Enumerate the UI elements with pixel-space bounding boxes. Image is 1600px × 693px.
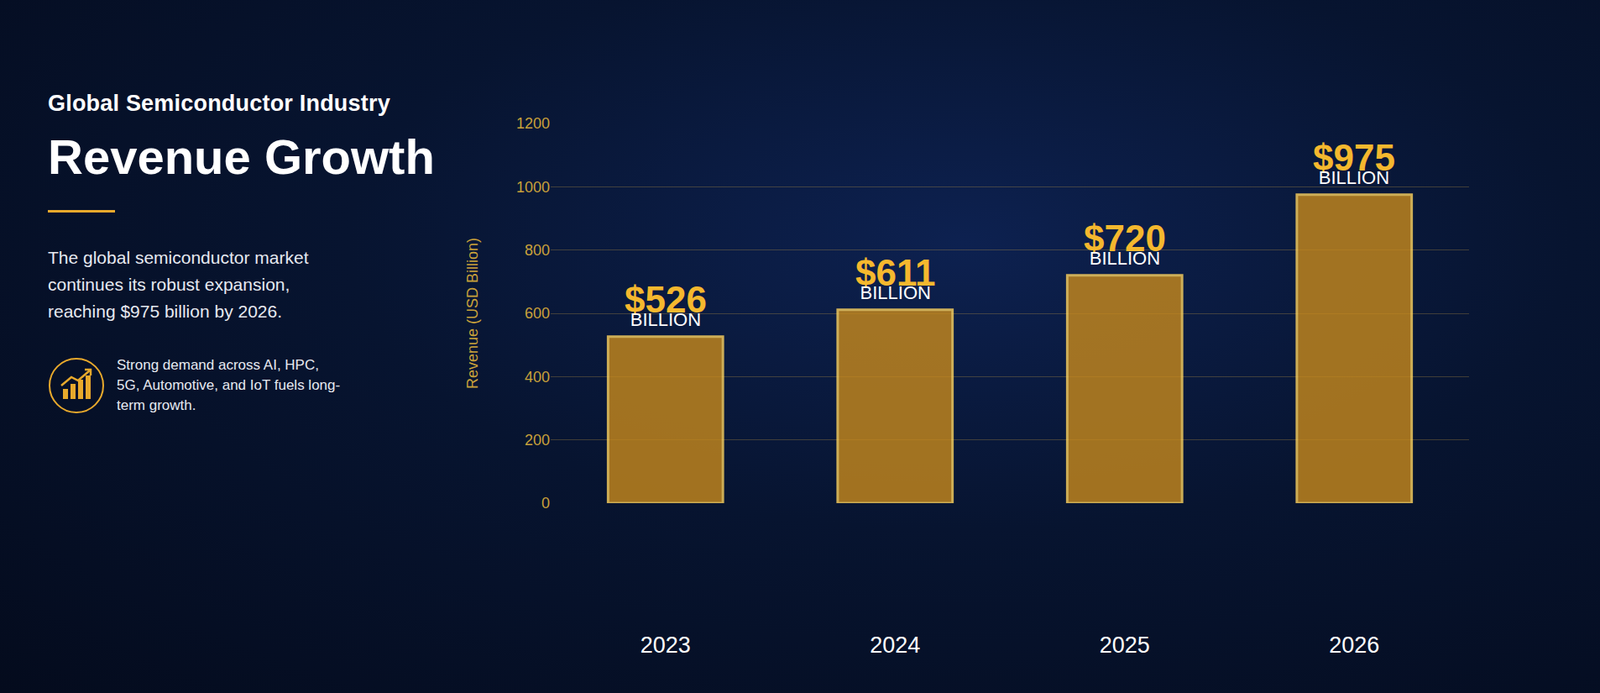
html-text:Global Semiconductor Industry: Global Semiconductor Industry [47,90,391,116]
svg-text:1000: 1000 [516,178,550,196]
svg-text:2023: 2023 [640,632,691,658]
svg-text:2024: 2024 [869,632,921,658]
svg-text:$611BILLION: $611BILLION [855,251,936,304]
svg-text:1200: 1200 [516,115,550,132]
html-text:Strong demand across AI, HPC,: Strong demand across AI, HPC, 5G, Automo… [116,356,341,414]
svg-text:2025: 2025 [1099,632,1151,658]
svg-text:Revenue (USD Billion): Revenue (USD Billion) [464,237,482,389]
svg-text:2026: 2026 [1328,632,1380,658]
svg-text:0: 0 [541,494,550,512]
svg-text:200: 200 [524,431,550,449]
svg-text:$526BILLION: $526BILLION [624,278,707,330]
svg-text:800: 800 [524,241,550,259]
svg-text:400: 400 [524,368,550,386]
html-text:Revenue Growth: Revenue Growth [47,129,435,184]
svg-text:$975BILLION: $975BILLION [1312,136,1396,189]
html-text:The global semiconductor marke: The global semiconductor market continue… [47,247,309,321]
svg-text:600: 600 [524,304,550,322]
svg-text:$720BILLION: $720BILLION [1083,217,1167,269]
